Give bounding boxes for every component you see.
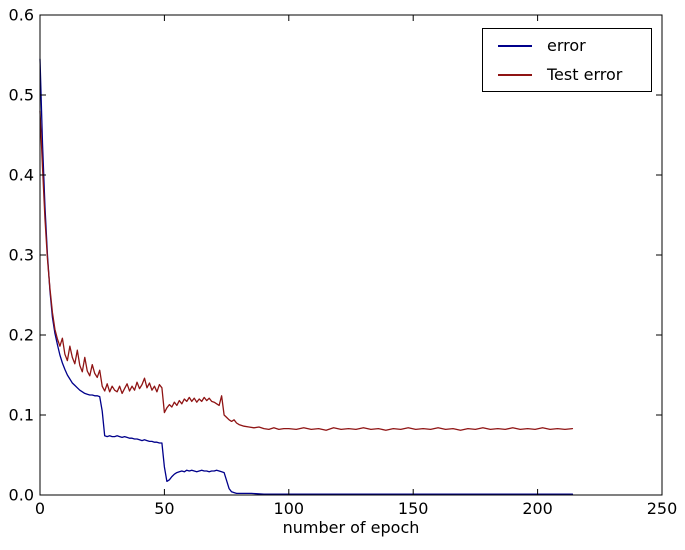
y-tick-label: 0.6 — [9, 6, 34, 25]
x-tick-label: 200 — [522, 499, 553, 518]
x-axis-label: number of epoch — [282, 518, 420, 537]
legend-item-test-error: Test error — [498, 64, 651, 86]
y-tick-label: 0.3 — [9, 246, 34, 265]
x-tick-label: 250 — [647, 499, 678, 518]
x-tick-label: 0 — [35, 499, 45, 518]
y-tick-label: 0.2 — [9, 326, 34, 345]
legend-label-error: error — [547, 36, 586, 55]
y-tick-label: 0.4 — [9, 166, 34, 185]
x-tick-label: 150 — [398, 499, 429, 518]
legend-line-test-error — [498, 73, 532, 76]
series-line-test-error — [39, 110, 574, 431]
y-tick-label: 0.5 — [9, 86, 34, 105]
x-tick-label: 100 — [274, 499, 305, 518]
series-line-error — [39, 58, 574, 495]
legend-label-test-error: Test error — [547, 65, 623, 84]
legend-line-error — [498, 44, 532, 47]
x-tick-label: 50 — [154, 499, 174, 518]
y-tick-label: 0.1 — [9, 406, 34, 425]
legend: error Test error — [482, 28, 652, 92]
legend-item-error: error — [498, 35, 651, 57]
y-tick-label: 0.0 — [9, 486, 34, 505]
